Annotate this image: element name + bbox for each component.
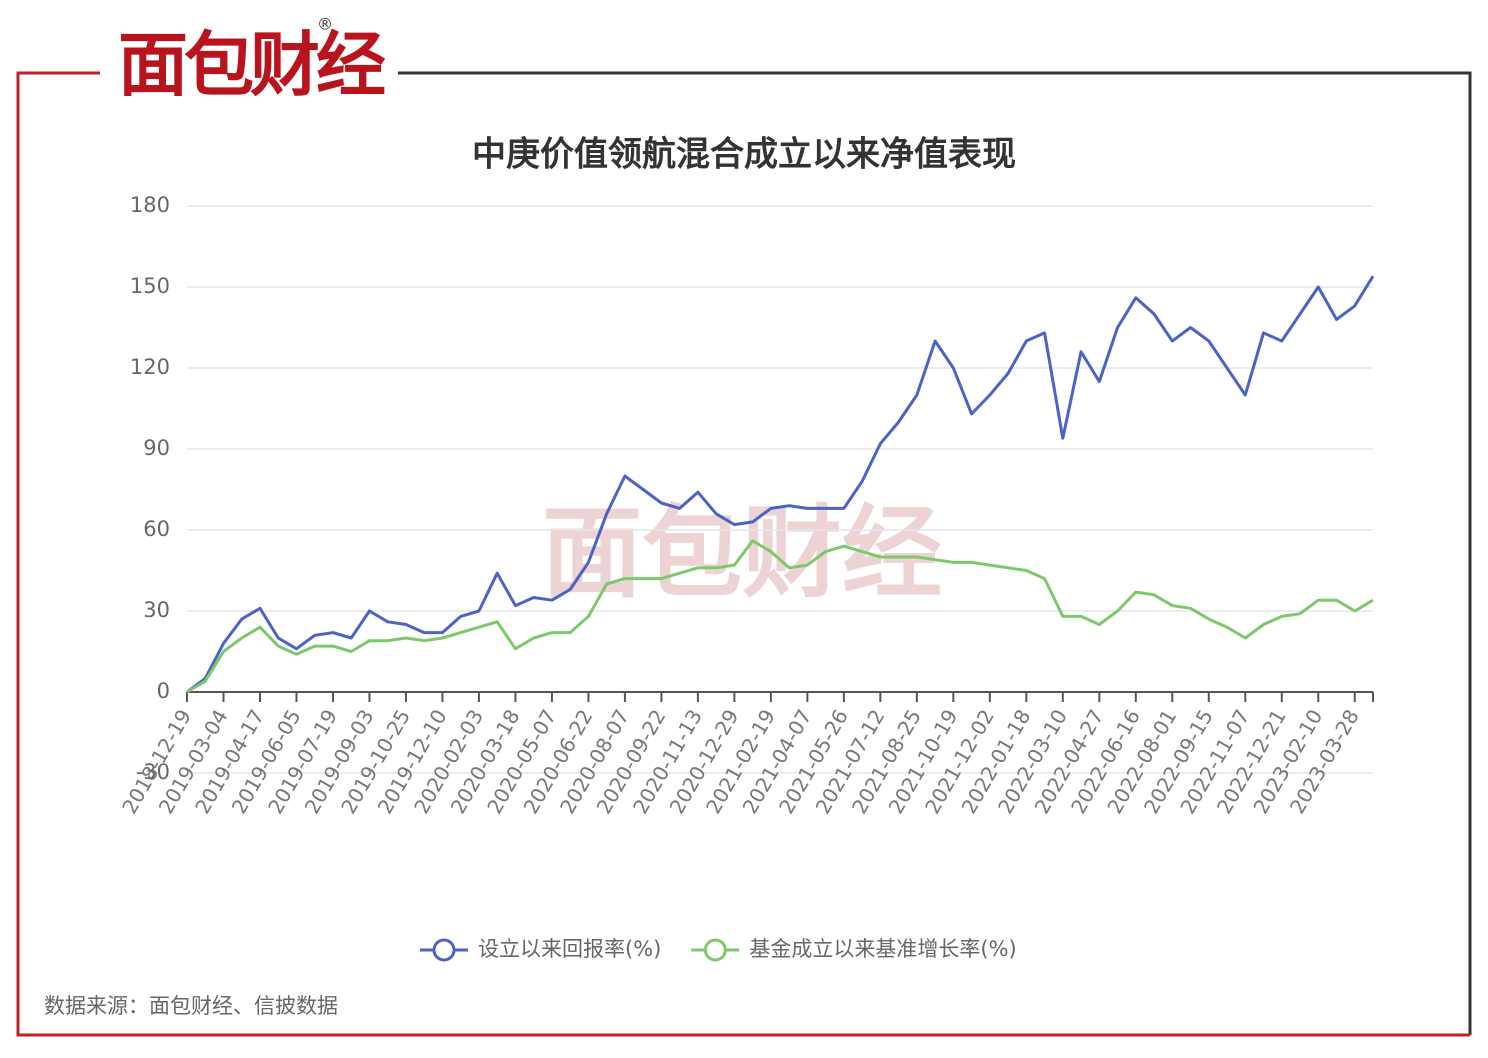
y-tick-label: 60 [143,517,170,541]
y-tick-label: 30 [143,598,170,622]
chart-title: 中庚价值领航混合成立以来净值表现 [472,135,1016,175]
y-tick-label: 180 [130,193,170,217]
logo-mark: ® [317,15,333,34]
legend-marker [432,938,456,962]
y-tick-label: 0 [157,679,170,703]
legend-marker [703,938,727,962]
y-tick-label: 150 [130,274,170,298]
line [186,275,1375,694]
legend-label: 基金成立以来基准增长率(%) [749,937,1016,961]
legend-label: 设立以来回报率(%) [478,937,661,961]
frame [398,71,1472,1035]
y-tick-label: -30 [136,760,170,784]
legend-item: 设立以来回报率(%) [420,937,661,962]
frame [16,71,1470,1037]
legend-item: 基金成立以来基准增长率(%) [691,937,1017,962]
logo: 面包财经 [118,24,386,106]
y-tick-label: 120 [130,355,170,379]
source: 数据来源：面包财经、信披数据 [44,994,338,1018]
line [186,539,1374,694]
y-tick-label: 90 [143,436,170,460]
